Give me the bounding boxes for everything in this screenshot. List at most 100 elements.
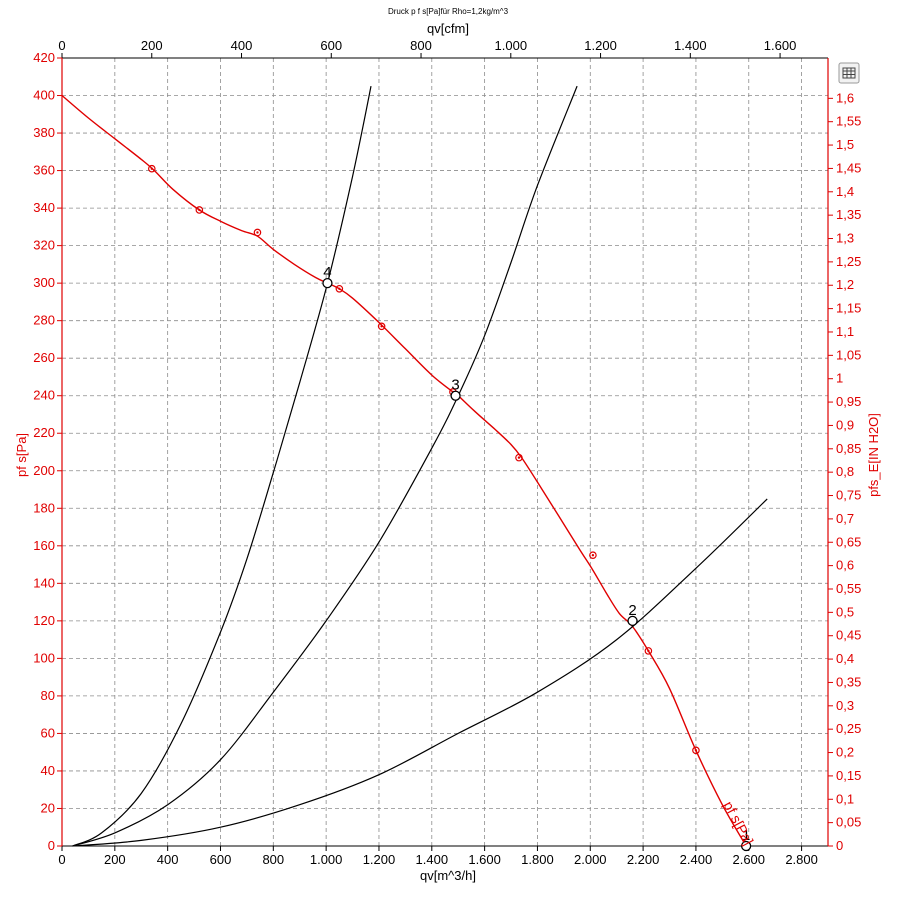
y2-tick-label: 0,05: [836, 815, 861, 830]
x2-tick-label: 0: [58, 38, 65, 53]
operating-points-layer: 1 2 3 4 pf s[Pa]: [322, 264, 757, 852]
operating-point-marker: [740, 840, 752, 852]
operating-point-label: 3: [451, 377, 459, 394]
y-tick-label: 20: [41, 800, 55, 815]
y2-tick-label: 0,9: [836, 417, 854, 432]
operating-point-label: 1: [742, 827, 750, 844]
y2-tick-label: 1,25: [836, 254, 861, 269]
y2-tick-label: 1,4: [836, 184, 854, 199]
y-tick-label: 100: [33, 650, 55, 665]
y-tick-label: 360: [33, 163, 55, 178]
measured-point: [644, 647, 653, 655]
y-tick-label: 40: [41, 763, 55, 778]
x2-tick-label: 600: [320, 38, 342, 53]
x2-tick-label: 400: [231, 38, 253, 53]
y-tick-label: 80: [41, 688, 55, 703]
measured-point: [335, 284, 344, 293]
y2-tick-label: 0,55: [836, 581, 861, 596]
measured-point-dot: [694, 749, 698, 752]
x2-tick-label: 1.400: [674, 38, 707, 53]
y2-tick-label: 1: [836, 371, 843, 386]
x2-tick-label: 800: [410, 38, 432, 53]
y2-tick-label: 1,45: [836, 160, 861, 175]
measured-point-dot: [256, 231, 259, 234]
x-tick-label: 1.600: [468, 852, 501, 867]
x-tick-label: 2.200: [627, 852, 660, 867]
y-tick-label: 240: [33, 388, 55, 403]
y-tick-label: 160: [33, 538, 55, 553]
operating-point-marker: [627, 615, 638, 627]
y2-tick-label: 0,15: [836, 768, 861, 783]
x-tick-label: 600: [210, 852, 232, 867]
x-tick-label: 1.000: [310, 852, 343, 867]
system-curve-line: [72, 498, 768, 847]
y2-tick-label: 0,5: [836, 604, 854, 619]
y2-tick-label: 1,55: [836, 114, 861, 129]
system-curve-line: [72, 85, 578, 847]
y2-tick-label: 0,8: [836, 464, 854, 479]
y2-tick-label: 0,85: [836, 441, 861, 456]
y2-tick-label: 0,1: [836, 791, 854, 806]
table-view-button[interactable]: [838, 62, 860, 84]
measured-point: [692, 746, 700, 755]
y-tick-label: 400: [33, 88, 55, 103]
y-tick-label: 200: [33, 463, 55, 478]
x-tick-label: 800: [262, 852, 284, 867]
x-tick-label: 1.800: [521, 852, 554, 867]
x-tick-label: 2.800: [785, 852, 818, 867]
chart-title: Druck p f s[Pa]für Rho=1,2kg/m^3: [388, 7, 509, 16]
bottom-axis-title: qv[m^3/h]: [420, 868, 476, 883]
y2-tick-label: 1,1: [836, 324, 854, 339]
x2-tick-label: 1.000: [495, 38, 528, 53]
y-tick-label: 320: [33, 238, 55, 253]
x-tick-label: 2.600: [732, 852, 765, 867]
measured-point: [377, 322, 386, 331]
measured-point-dot: [338, 287, 341, 290]
x-tick-label: 400: [157, 852, 179, 867]
operating-point-marker: [450, 390, 461, 401]
x2-tick-label: 1.600: [764, 38, 797, 53]
y2-tick-label: 0,45: [836, 628, 861, 643]
y2-tick-label: 0: [836, 838, 843, 853]
measured-point-dot: [647, 649, 650, 653]
y-tick-label: 220: [33, 425, 55, 440]
y2-tick-label: 0,4: [836, 651, 854, 666]
y2-tick-label: 0,6: [836, 558, 854, 573]
operating-point-marker: [322, 277, 333, 289]
y2-tick-label: 0,75: [836, 488, 861, 503]
table-view-button-bg[interactable]: [838, 62, 860, 84]
y2-tick-label: 0,35: [836, 674, 861, 689]
y-tick-label: 380: [33, 125, 55, 140]
fan-curve-label: pf s[Pa]: [720, 798, 756, 847]
top-axis-title: qv[cfm]: [427, 21, 469, 36]
system-curve-line: [72, 85, 372, 847]
y-tick-label: 260: [33, 350, 55, 365]
y2-tick-label: 0,25: [836, 721, 861, 736]
operating-point-label: 2: [628, 602, 636, 619]
x-tick-label: 2.400: [680, 852, 713, 867]
measured-point: [589, 551, 597, 559]
x-tick-label: 200: [104, 852, 126, 867]
axis-ticks: 0 200 400 600 800 1.000 1.200 1.400 1.600 1.800 2.…: [33, 38, 861, 867]
y-tick-label: 300: [33, 275, 55, 290]
y-tick-label: 140: [33, 575, 55, 590]
y-tick-label: 280: [33, 313, 55, 328]
plot-frame: [61, 57, 829, 847]
measured-point-dot: [198, 208, 201, 212]
y2-tick-label: 0,65: [836, 534, 861, 549]
y2-tick-label: 0,3: [836, 698, 854, 713]
grid-lines: [61, 57, 828, 847]
y-tick-label: 120: [33, 613, 55, 628]
measured-point-dot: [150, 167, 154, 170]
measured-point: [148, 164, 156, 173]
left-axis-title: pf s[Pa]: [14, 433, 29, 477]
x2-tick-label: 1.200: [584, 38, 617, 53]
x-tick-label: 0: [58, 852, 65, 867]
y2-tick-label: 1,5: [836, 137, 854, 152]
measured-point-dot: [517, 456, 521, 459]
y2-tick-label: 1,05: [836, 347, 861, 362]
measured-point: [253, 228, 262, 237]
measured-point-dot: [380, 325, 383, 328]
